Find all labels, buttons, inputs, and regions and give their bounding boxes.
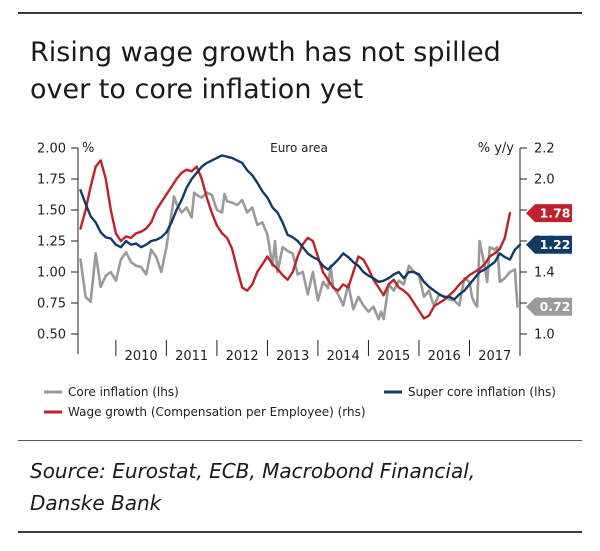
right-tick-label: 2.0 [534, 173, 555, 188]
end-tag-label: 0.72 [540, 299, 571, 314]
x-tick-label: 2014 [327, 349, 360, 364]
source-note: Source: Eurostat, ECB, Macrobond Financi… [30, 455, 580, 519]
end-tag-super-core-inflation: 1.22 [526, 235, 572, 254]
end-value-tags: 0.72 1.22 1.78 [526, 204, 572, 316]
series-line-wage-growth [79, 159, 512, 320]
series-line-core-inflation [79, 191, 519, 321]
chart-axes: 0.500.751.001.251.501.752.001.01.21.41.6… [37, 141, 555, 364]
x-tick-label: 2017 [478, 349, 511, 364]
source-line-2: Danske Bank [30, 491, 162, 515]
chart-subtitle: Euro area [270, 141, 328, 155]
top-rule [18, 12, 582, 14]
legend-item: Wage growth (Compensation per Employee) … [44, 405, 366, 419]
left-tick-label: 1.75 [37, 173, 66, 188]
legend-label: Super core inflation (lhs) [408, 385, 556, 399]
source-line-1: Source: Eurostat, ECB, Macrobond Financi… [30, 459, 476, 483]
end-tag-wage-growth: 1.78 [526, 204, 572, 223]
legend-label: Core inflation (lhs) [68, 385, 179, 399]
right-tick-label: 1.0 [534, 328, 555, 343]
right-axis-label: % y/y [478, 141, 515, 156]
left-tick-label: 1.50 [37, 204, 66, 219]
right-tick-label: 1.4 [534, 266, 555, 281]
x-tick-label: 2011 [175, 349, 208, 364]
left-tick-label: 1.00 [37, 266, 66, 281]
legend-item: Super core inflation (lhs) [384, 385, 556, 399]
x-tick-label: 2016 [428, 349, 461, 364]
series-line-super-core-inflation [79, 154, 522, 301]
x-tick-label: 2012 [226, 349, 259, 364]
end-tag-shape [526, 204, 572, 223]
end-tag-shape [526, 235, 572, 254]
left-tick-label: 0.50 [37, 328, 66, 343]
left-tick-label: 2.00 [37, 142, 66, 157]
left-tick-label: 0.75 [37, 297, 66, 312]
right-tick-label: 2.2 [534, 142, 555, 157]
divider-rule [18, 440, 582, 441]
end-tag-shape [526, 297, 572, 316]
bottom-rule [18, 531, 582, 533]
title-line-2: over to core inflation yet [30, 74, 364, 105]
end-tag-core-inflation: 0.72 [526, 297, 572, 316]
line-chart: 0.500.751.001.251.501.752.001.01.21.41.6… [37, 141, 572, 419]
end-tag-label: 1.22 [540, 237, 571, 252]
legend-label: Wage growth (Compensation per Employee) … [68, 405, 366, 419]
chart-legend: Core inflation (lhs) Super core inflation… [44, 385, 556, 419]
x-tick-label: 2010 [125, 349, 158, 364]
chart-lines [79, 154, 522, 321]
left-tick-label: 1.25 [37, 235, 66, 250]
legend-item: Core inflation (lhs) [44, 385, 179, 399]
title-line-1: Rising wage growth has not spilled [30, 37, 501, 68]
left-axis-label: % [82, 141, 94, 156]
x-tick-label: 2013 [276, 349, 309, 364]
end-tag-label: 1.78 [540, 206, 571, 221]
chart-title: Rising wage growth has not spilled over … [30, 34, 570, 108]
x-tick-label: 2015 [377, 349, 410, 364]
